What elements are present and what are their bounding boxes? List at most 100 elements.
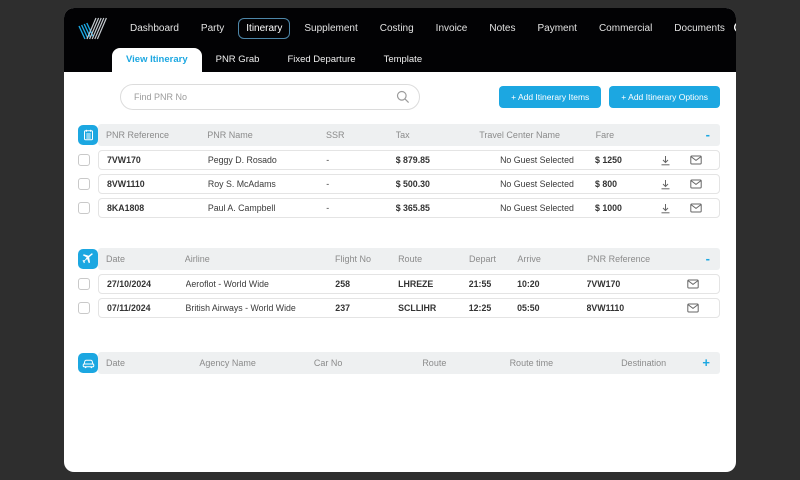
column-header: Route time <box>509 358 554 368</box>
ssr-value: - <box>326 203 330 213</box>
row-checkbox[interactable] <box>78 202 90 214</box>
fare-value: $ 800 <box>594 179 617 189</box>
column-header: PNR Reference <box>106 130 170 140</box>
download-icon[interactable] <box>660 203 671 214</box>
pnr-reference: 7VW170 <box>107 155 141 165</box>
nav-item-supplement[interactable]: Supplement <box>304 22 358 34</box>
route-value: SCLLIHR <box>398 303 437 313</box>
column-header: Date <box>106 358 126 368</box>
email-icon[interactable] <box>687 279 699 289</box>
column-header: Fare <box>595 130 615 140</box>
column-header: Destination <box>621 358 667 368</box>
column-header: Route <box>398 254 423 264</box>
content-area: + Add Itinerary Items + Add Itinerary Op… <box>64 72 736 374</box>
table-row: 07/11/2024 British Airways - World Wide … <box>78 298 720 318</box>
nav-item-notes[interactable]: Notes <box>489 22 516 34</box>
pnr-reference: 8VW1110 <box>107 179 145 189</box>
column-header: Date <box>106 254 126 264</box>
tax-value: $ 365.85 <box>395 203 430 213</box>
table-row: 7VW170 Peggy D. Rosado - $ 879.85 No Gue… <box>78 150 720 170</box>
column-header: PNR Reference <box>587 254 651 264</box>
car-icon <box>78 353 98 373</box>
pnr-search-box <box>120 84 420 110</box>
email-icon[interactable] <box>689 155 702 165</box>
flight-no: 258 <box>335 279 350 289</box>
airline-name: Aeroflot - World Wide <box>185 279 269 289</box>
ssr-value: - <box>326 155 330 165</box>
flight-row[interactable]: 07/11/2024 British Airways - World Wide … <box>98 298 720 318</box>
app-window: Dashboard Party Itinerary Supplement Cos… <box>64 8 736 472</box>
row-checkbox[interactable] <box>78 154 90 166</box>
column-header: SSR <box>325 130 345 140</box>
column-header: Travel Center Name <box>479 130 560 140</box>
column-header: Arrive <box>517 254 541 264</box>
nav-item-documents[interactable]: Documents <box>674 22 725 34</box>
row-checkbox[interactable] <box>78 302 90 314</box>
route-value: LHREZE <box>398 279 434 289</box>
tab-template[interactable]: Template <box>383 54 423 65</box>
tax-value: $ 500.30 <box>395 179 430 189</box>
nav-item-costing[interactable]: Costing <box>379 22 414 34</box>
nav-item-party[interactable]: Party <box>200 22 225 34</box>
pnr-table-header: PNR Reference PNR Name SSR Tax Travel Ce… <box>98 124 720 146</box>
email-icon[interactable] <box>689 203 702 213</box>
column-header: PNR Name <box>207 130 253 140</box>
tax-value: $ 879.85 <box>395 155 430 165</box>
email-icon[interactable] <box>687 303 699 313</box>
pnr-search-input[interactable] <box>120 84 420 110</box>
airline-name: British Airways - World Wide <box>185 303 296 313</box>
pnr-name: Paul A. Campbell <box>207 203 276 213</box>
row-checkbox[interactable] <box>78 178 90 190</box>
depart-time: 21:55 <box>468 279 492 289</box>
download-icon[interactable] <box>660 179 671 190</box>
tab-pnr-grab[interactable]: PNR Grab <box>215 54 260 65</box>
add-itinerary-options-button[interactable]: + Add Itinerary Options <box>609 86 720 108</box>
column-header: Airline <box>184 254 210 264</box>
pnr-reference: 8KA1808 <box>107 203 145 213</box>
download-icon[interactable] <box>660 155 671 166</box>
pnr-row[interactable]: 8KA1808 Paul A. Campbell - $ 365.85 No G… <box>98 198 720 218</box>
table-row: 27/10/2024 Aeroflot - World Wide 258 LHR… <box>78 274 720 294</box>
search-icon[interactable] <box>733 19 736 37</box>
airplane-icon <box>78 249 98 269</box>
column-header: Route <box>422 358 447 368</box>
flight-section: Date Airline Flight No Route Depart Arri… <box>78 248 720 318</box>
nav-item-commercial[interactable]: Commercial <box>598 22 653 34</box>
column-header: Depart <box>468 254 496 264</box>
pnr-name: Peggy D. Rosado <box>207 155 277 165</box>
pnr-section: PNR Reference PNR Name SSR Tax Travel Ce… <box>78 124 720 218</box>
column-header: Agency Name <box>199 358 256 368</box>
top-navigation-bar: Dashboard Party Itinerary Supplement Cos… <box>64 8 736 48</box>
email-icon[interactable] <box>689 179 702 189</box>
toolbar-row: + Add Itinerary Items + Add Itinerary Op… <box>120 84 720 110</box>
search-input-icon[interactable] <box>396 90 410 109</box>
nav-item-payment[interactable]: Payment <box>537 22 577 34</box>
column-header: Car No <box>313 358 343 368</box>
nav-item-dashboard[interactable]: Dashboard <box>130 22 179 34</box>
flight-table-header: Date Airline Flight No Route Depart Arri… <box>98 248 720 270</box>
tab-fixed-departure[interactable]: Fixed Departure <box>287 54 356 65</box>
topbar-right: 1 Rose B. Admin <box>733 12 736 44</box>
clipboard-icon <box>78 125 98 145</box>
nav-item-itinerary[interactable]: Itinerary <box>238 17 291 39</box>
flight-no: 237 <box>335 303 350 313</box>
nav-item-invoice[interactable]: Invoice <box>435 22 468 34</box>
pnr-name: Roy S. McAdams <box>207 179 276 189</box>
pnr-row[interactable]: 8VW1110 Roy S. McAdams - $ 500.30 No Gue… <box>98 174 720 194</box>
column-header: Tax <box>395 130 410 140</box>
tab-view-itinerary[interactable]: View Itinerary <box>112 48 202 72</box>
pnr-row[interactable]: 7VW170 Peggy D. Rosado - $ 879.85 No Gue… <box>98 150 720 170</box>
travel-center-value: No Guest Selected <box>500 179 574 189</box>
column-header: Flight No <box>335 254 372 264</box>
row-checkbox[interactable] <box>78 278 90 290</box>
table-row: 8KA1808 Paul A. Campbell - $ 365.85 No G… <box>78 198 720 218</box>
arrive-time: 10:20 <box>517 279 540 289</box>
pnr-reference: 8VW1110 <box>586 303 625 313</box>
fare-value: $ 1000 <box>594 203 622 213</box>
add-itinerary-items-button[interactable]: + Add Itinerary Items <box>499 86 602 108</box>
car-section: Date Agency Name Car No Route Route time… <box>78 352 720 374</box>
flight-row[interactable]: 27/10/2024 Aeroflot - World Wide 258 LHR… <box>98 274 720 294</box>
ssr-value: - <box>326 179 330 189</box>
depart-time: 12:25 <box>468 303 492 313</box>
fare-value: $ 1250 <box>594 155 622 165</box>
